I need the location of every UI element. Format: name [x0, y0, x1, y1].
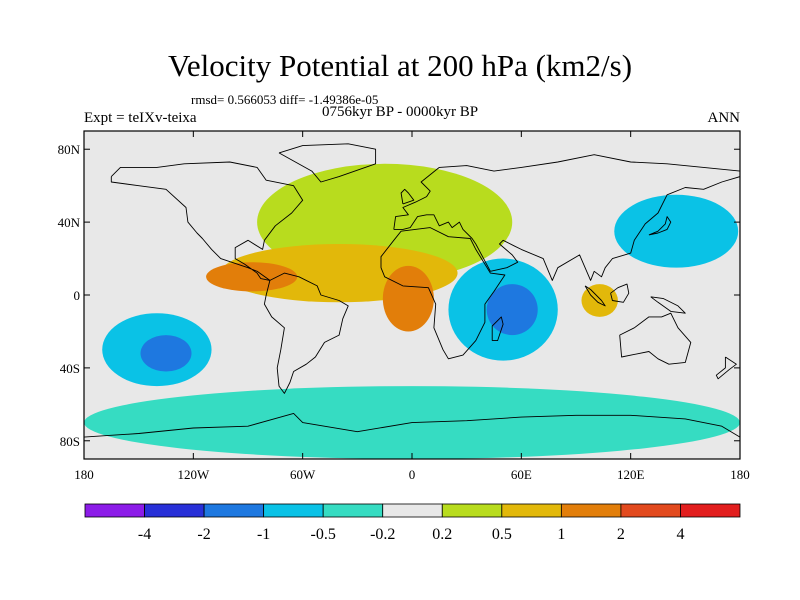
colorbar-swatch [203, 503, 265, 518]
colorbar-label: -2 [197, 526, 210, 543]
colorbar: -4 -2 -1 -0.5 -0.2 0.2 0.5 1 2 4 [84, 503, 741, 543]
map-axes: 180 120W 60W 0 60E 120E 180 80N 40N 0 40S 80S [58, 131, 750, 482]
colorbar-label: 2 [617, 526, 625, 543]
colorbar-label: 0.2 [432, 526, 452, 543]
field-indian-ocean-negative-core [486, 284, 538, 336]
x-tick-label: 60W [290, 467, 316, 482]
coastline-japan [648, 216, 672, 236]
field-north-pacific-negative [614, 194, 739, 268]
colorbar-swatch [560, 503, 622, 518]
coastline-eurasia [393, 154, 740, 281]
coastline-australia [619, 312, 692, 365]
field-africa-positive-core [382, 265, 434, 332]
field-caribbean-positive-core [206, 262, 298, 292]
y-tick-label: 0 [74, 288, 81, 303]
coastline-greenland [278, 143, 377, 183]
colorbar-swatch [322, 503, 384, 518]
coastline-new-guinea [650, 296, 686, 314]
y-tick-label: 80N [58, 142, 81, 157]
period-label: 0756kyr BP - 0000kyr BP [321, 104, 479, 120]
x-tick-label: 60E [511, 467, 532, 482]
x-tick-label: 180 [74, 467, 94, 482]
y-tick-label: 80S [60, 434, 80, 449]
colorbar-label: -0.2 [370, 526, 395, 543]
colorbar-label: 0.5 [492, 526, 512, 543]
season-label: ANN [707, 110, 741, 126]
field-south-pacific-negative-core [140, 335, 192, 372]
colorbar-swatch [441, 503, 503, 518]
colorbar-swatch [382, 503, 443, 518]
colorbar-swatch [680, 503, 741, 518]
colorbar-swatch [84, 503, 145, 518]
x-tick-label: 120E [617, 467, 645, 482]
stats-text: rmsd= 0.566053 diff= -1.49386e-05 [191, 92, 379, 107]
chart-title: Velocity Potential at 200 hPa (km2/s) [167, 48, 633, 83]
coastline-north-america [110, 161, 304, 281]
colorbar-swatch [263, 503, 324, 518]
x-tick-label: 180 [730, 467, 750, 482]
colorbar-swatch [620, 503, 681, 518]
colorbar-label: -0.5 [311, 526, 336, 543]
y-tick-label: 40S [60, 361, 80, 376]
coastline-south-america [263, 272, 349, 394]
contour-fields [84, 131, 740, 459]
continent-outlines [84, 143, 740, 438]
y-tick-label: 40N [58, 215, 81, 230]
coastline-british-isles [400, 188, 415, 205]
experiment-label: Expt = teIXv-teixa [84, 110, 197, 126]
coastline-borneo [610, 283, 630, 303]
coastline-new-zealand [715, 356, 737, 380]
x-tick-label: 0 [409, 467, 416, 482]
colorbar-swatch [501, 503, 562, 518]
colorbar-label: -4 [138, 526, 151, 543]
x-tick-label: 120W [177, 467, 210, 482]
colorbar-swatch [144, 503, 205, 518]
colorbar-label: 1 [557, 526, 565, 543]
coastline-antarctica [84, 412, 740, 438]
coastline-madagascar [491, 316, 504, 342]
colorbar-label: -1 [257, 526, 270, 543]
field-maritime-continent-positive [581, 284, 618, 317]
colorbar-label: 4 [676, 526, 684, 543]
coastline-sumatra [584, 285, 606, 307]
coastline-africa [380, 227, 506, 360]
